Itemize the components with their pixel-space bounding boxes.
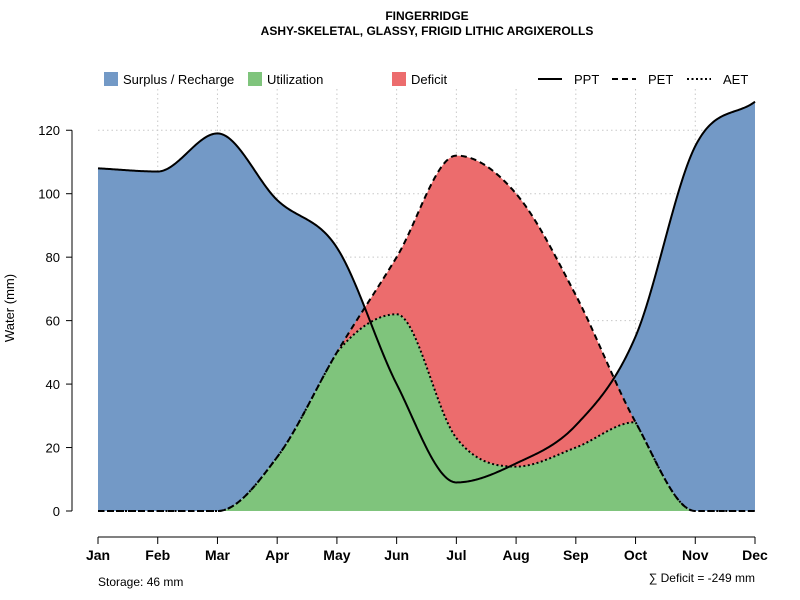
legend-label-utilization: Utilization	[267, 72, 323, 87]
x-tick-label: Dec	[742, 547, 768, 563]
x-tick-label: Feb	[145, 547, 170, 563]
x-tick-label: Sep	[563, 547, 589, 563]
storage-note: Storage: 46 mm	[98, 575, 183, 589]
x-tick-label: Jul	[446, 547, 466, 563]
deficit-total: ∑ Deficit = -249 mm	[649, 571, 755, 585]
legend-label-ppt: PPT	[574, 72, 599, 87]
legend: Surplus / Recharge Utilization Deficit P…	[104, 72, 748, 87]
y-axis-label: Water (mm)	[2, 274, 17, 342]
x-tick-label: Apr	[265, 547, 290, 563]
x-tick-label: Jan	[86, 547, 110, 563]
area-utilization	[98, 314, 755, 511]
line-pet	[98, 154, 755, 512]
y-tick-label: 60	[46, 314, 60, 329]
axes: 0 20 40 60 80 100 120 Jan Feb Mar Apr May Jun Jul Aug S…	[38, 123, 768, 563]
y-tick-label: 120	[38, 123, 60, 138]
x-tick-label: Aug	[502, 547, 529, 563]
y-tick-label: 80	[46, 250, 60, 265]
y-tick-label: 20	[46, 441, 60, 456]
y-tick-label: 40	[46, 377, 60, 392]
area-surplus-recharge	[98, 101, 755, 511]
x-tick-label: Mar	[205, 547, 230, 563]
legend-swatch-surplus	[104, 72, 118, 86]
series-lines	[97, 100, 756, 512]
chart-subtitle: ASHY-SKELETAL, GLASSY, FRIGID LITHIC ARG…	[261, 24, 594, 38]
x-tick-label: May	[323, 547, 350, 563]
legend-label-pet: PET	[648, 72, 673, 87]
line-ppt	[97, 100, 756, 484]
legend-swatch-deficit	[392, 72, 406, 86]
legend-label-deficit: Deficit	[411, 72, 448, 87]
x-tick-label: Nov	[682, 547, 709, 563]
legend-label-aet: AET	[723, 72, 748, 87]
chart-title: FINGERRIDGE	[385, 9, 468, 23]
x-tick-label: Jun	[384, 547, 409, 563]
legend-label-surplus: Surplus / Recharge	[123, 72, 234, 87]
x-tick-label: Oct	[624, 547, 648, 563]
y-tick-label: 100	[38, 187, 60, 202]
legend-swatch-utilization	[248, 72, 262, 86]
y-tick-label: 0	[53, 504, 60, 519]
area-layers	[98, 101, 755, 511]
line-aet	[98, 313, 755, 512]
area-deficit	[98, 155, 755, 511]
